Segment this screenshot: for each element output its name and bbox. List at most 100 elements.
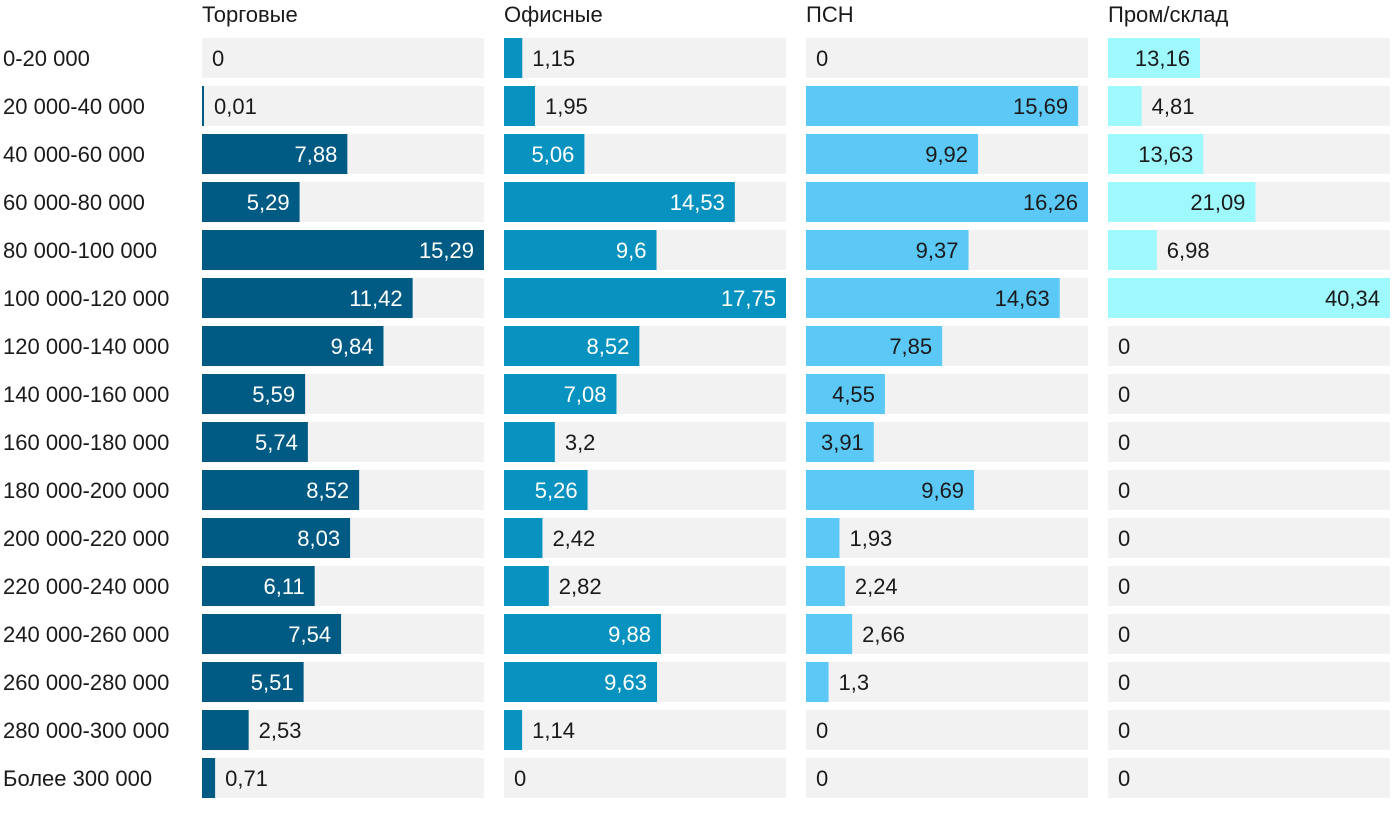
bar-псн-4	[806, 230, 969, 270]
data-label: 5,59	[252, 382, 295, 407]
data-label: 2,66	[862, 622, 905, 647]
category-label: 240 000-260 000	[3, 622, 169, 647]
data-label: 6,11	[264, 574, 305, 599]
bar-псн-5	[806, 278, 1060, 318]
data-label: 4,81	[1152, 94, 1195, 119]
data-label: 8,52	[587, 334, 630, 359]
data-label: 9,63	[604, 670, 647, 695]
bar-торговые-11	[202, 566, 315, 606]
data-label: 7,54	[288, 622, 331, 647]
category-label: 80 000-100 000	[3, 238, 157, 263]
bar-track	[1108, 518, 1390, 558]
category-label: 100 000-120 000	[3, 286, 169, 311]
bar-торговые-15	[202, 758, 216, 798]
bar-track	[1108, 662, 1390, 702]
data-label: 0,71	[225, 766, 268, 791]
bar-торговые-14	[202, 710, 249, 750]
data-label: 1,14	[532, 718, 575, 743]
bar-псн-6	[806, 326, 943, 366]
data-label: 0,01	[214, 94, 257, 119]
bar-офисные-13	[504, 662, 657, 702]
bar-торговые-2	[202, 134, 348, 174]
category-label: 0-20 000	[3, 46, 90, 71]
bar-track	[504, 518, 786, 558]
data-label: 11,42	[349, 286, 402, 311]
bar-пром-склад-5	[1108, 278, 1390, 318]
bar-псн-1	[806, 86, 1079, 126]
bar-офисные-0	[504, 38, 523, 78]
data-label: 6,98	[1167, 238, 1210, 263]
bar-track	[504, 38, 786, 78]
bar-пром-склад-4	[1108, 230, 1157, 270]
bar-офисные-6	[504, 326, 640, 366]
bar-track	[806, 758, 1088, 798]
category-label: 160 000-180 000	[3, 430, 169, 455]
data-label: 0	[1118, 622, 1130, 647]
bar-track	[1108, 86, 1390, 126]
bar-track	[1108, 374, 1390, 414]
bar-псн-12	[806, 614, 853, 654]
bar-офисные-10	[504, 518, 543, 558]
data-label: 2,24	[855, 574, 898, 599]
bar-track	[806, 38, 1088, 78]
data-label: 0	[1118, 766, 1130, 791]
data-label: 0	[816, 718, 828, 743]
bar-track	[202, 38, 484, 78]
bar-офисные-14	[504, 710, 523, 750]
bar-track	[806, 518, 1088, 558]
bar-офисные-5	[504, 278, 786, 318]
category-label: 180 000-200 000	[3, 478, 169, 503]
bar-track	[1108, 326, 1390, 366]
bar-track	[1108, 710, 1390, 750]
bar-торговые-9	[202, 470, 360, 510]
data-label: 7,08	[564, 382, 607, 407]
data-label: 8,52	[306, 478, 349, 503]
data-label: 5,29	[247, 190, 290, 215]
data-label: 40,34	[1325, 286, 1380, 311]
bar-торговые-5	[202, 278, 413, 318]
data-label: 7,88	[295, 142, 338, 167]
bar-псн-11	[806, 566, 845, 606]
bar-track	[504, 86, 786, 126]
category-label: Более 300 000	[3, 766, 152, 791]
bar-торговые-12	[202, 614, 342, 654]
bar-псн-7	[806, 374, 885, 414]
data-label: 14,53	[670, 190, 725, 215]
data-label: 13,16	[1135, 46, 1190, 71]
data-label: 9,88	[608, 622, 651, 647]
data-label: 9,92	[925, 142, 968, 167]
bar-track	[1108, 422, 1390, 462]
data-label: 9,37	[916, 238, 959, 263]
bar-track	[1108, 470, 1390, 510]
data-label: 5,26	[535, 478, 578, 503]
data-label: 4,55	[832, 382, 875, 407]
bar-торговые-6	[202, 326, 384, 366]
bar-офисные-2	[504, 134, 585, 174]
bar-офисные-8	[504, 422, 555, 462]
data-label: 2,82	[559, 574, 602, 599]
bar-торговые-3	[202, 182, 300, 222]
bar-торговые-1	[202, 86, 204, 126]
category-label: 140 000-160 000	[3, 382, 169, 407]
data-label: 9,6	[616, 238, 647, 263]
series-header: Торговые	[202, 2, 298, 27]
bar-track	[504, 758, 786, 798]
category-label: 220 000-240 000	[3, 574, 169, 599]
data-label: 5,74	[255, 430, 298, 455]
bar-офисные-3	[504, 182, 735, 222]
bar-офисные-12	[504, 614, 661, 654]
data-label: 2,53	[259, 718, 302, 743]
bar-track	[806, 566, 1088, 606]
bar-псн-13	[806, 662, 829, 702]
bar-псн-10	[806, 518, 840, 558]
bar-track	[1108, 566, 1390, 606]
category-label: 120 000-140 000	[3, 334, 169, 359]
bar-пром-склад-2	[1108, 134, 1204, 174]
data-label: 0	[1118, 382, 1130, 407]
bar-офисные-7	[504, 374, 617, 414]
bar-псн-9	[806, 470, 975, 510]
category-label: 200 000-220 000	[3, 526, 169, 551]
data-label: 0	[1118, 574, 1130, 599]
series-header: Пром/склад	[1108, 2, 1228, 27]
